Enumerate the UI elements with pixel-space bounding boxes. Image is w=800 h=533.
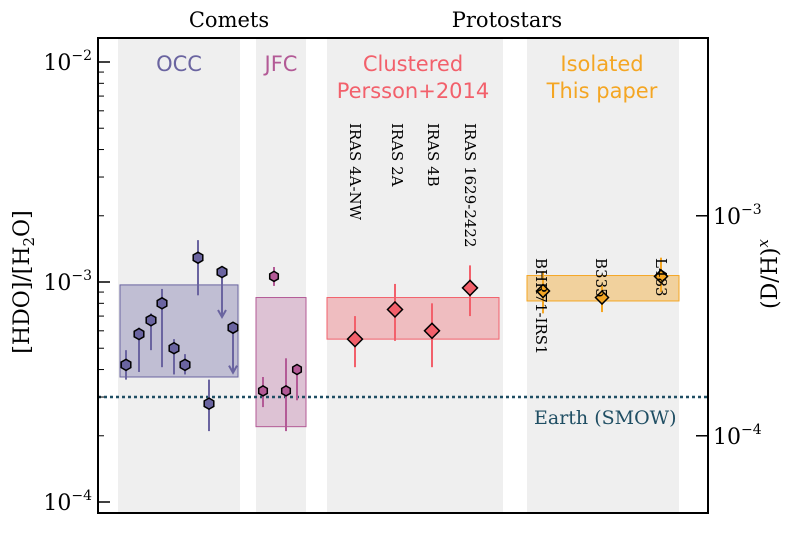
right-axis-ticks: 10−3 10−4	[696, 202, 762, 450]
left-tick-label: 10−2	[43, 48, 92, 76]
occ-point-marker	[145, 313, 157, 327]
right-tick-label: 10−4	[713, 422, 762, 450]
left-tick-label: 10−3	[43, 268, 92, 296]
occ-point-marker	[156, 296, 168, 310]
source-label-bhr71: BHR71-IRS1	[532, 258, 550, 355]
source-label-iras4b: IRAS 4B	[424, 123, 442, 187]
occ-point-marker	[179, 358, 191, 372]
jfc-range-band	[255, 297, 307, 428]
occ-point-marker	[168, 341, 180, 355]
isolated-point-marker	[594, 289, 610, 306]
isolated-point-marker	[653, 268, 669, 284]
panel-jfc-bg	[256, 38, 306, 513]
svg-text:[HDO]/[H2O]: [HDO]/[H2O]	[10, 210, 38, 353]
header-protostars: Protostars	[452, 8, 562, 32]
left-axis-ticks: 10−2 10−3 10−4	[43, 48, 110, 516]
group-label-isolated-line1: Isolated	[560, 52, 643, 76]
isolated-point-marker	[535, 283, 551, 299]
clustered-point-marker	[461, 279, 479, 297]
data-points	[120, 240, 669, 432]
jfc-point-marker	[257, 385, 269, 397]
source-label-iras2a: IRAS 2A	[388, 123, 406, 187]
occ-point-marker	[120, 358, 132, 372]
right-axis-title: (D/H)x	[754, 239, 783, 309]
panel-clustered-bg	[327, 38, 503, 513]
clustered-point-marker	[346, 330, 364, 348]
jfc-point-marker	[291, 363, 303, 376]
group-label-jfc: JFC	[263, 52, 298, 76]
left-tick-label: 10−4	[43, 488, 92, 516]
occ-point-arrowhead	[217, 309, 227, 320]
clustered-point-marker	[423, 322, 441, 340]
header-comets: Comets	[189, 8, 269, 32]
earth-smow-label: Earth (SMOW)	[534, 407, 677, 429]
svg-text:(D/H)x: (D/H)x	[754, 239, 783, 309]
jfc-point-marker	[280, 385, 292, 397]
source-label-iras4a-nw: IRAS 4A-NW	[346, 123, 364, 221]
occ-point-marker	[203, 397, 215, 410]
group-label-clustered-line1: Clustered	[363, 52, 463, 76]
source-label-b335: B335	[592, 258, 610, 298]
clustered-point-marker	[386, 300, 404, 319]
occ-point-marker	[227, 321, 239, 335]
source-label-l483: L483	[652, 258, 670, 297]
source-label-iras1629: IRAS 1629-2422	[461, 123, 479, 248]
plot-frame	[97, 37, 709, 514]
occ-point-marker	[133, 327, 145, 341]
occ-point-marker	[192, 251, 204, 265]
left-axis-title: [HDO]/[H2O]	[10, 210, 38, 353]
group-label-occ: OCC	[156, 52, 202, 76]
group-label-clustered-line2: Persson+2014	[337, 79, 490, 103]
jfc-point-marker	[268, 270, 280, 283]
group-label-isolated-line2: This paper	[546, 79, 658, 103]
occ-point-arrowhead	[228, 365, 238, 375]
right-tick-label: 10−3	[713, 202, 762, 230]
occ-point-marker	[216, 265, 228, 279]
